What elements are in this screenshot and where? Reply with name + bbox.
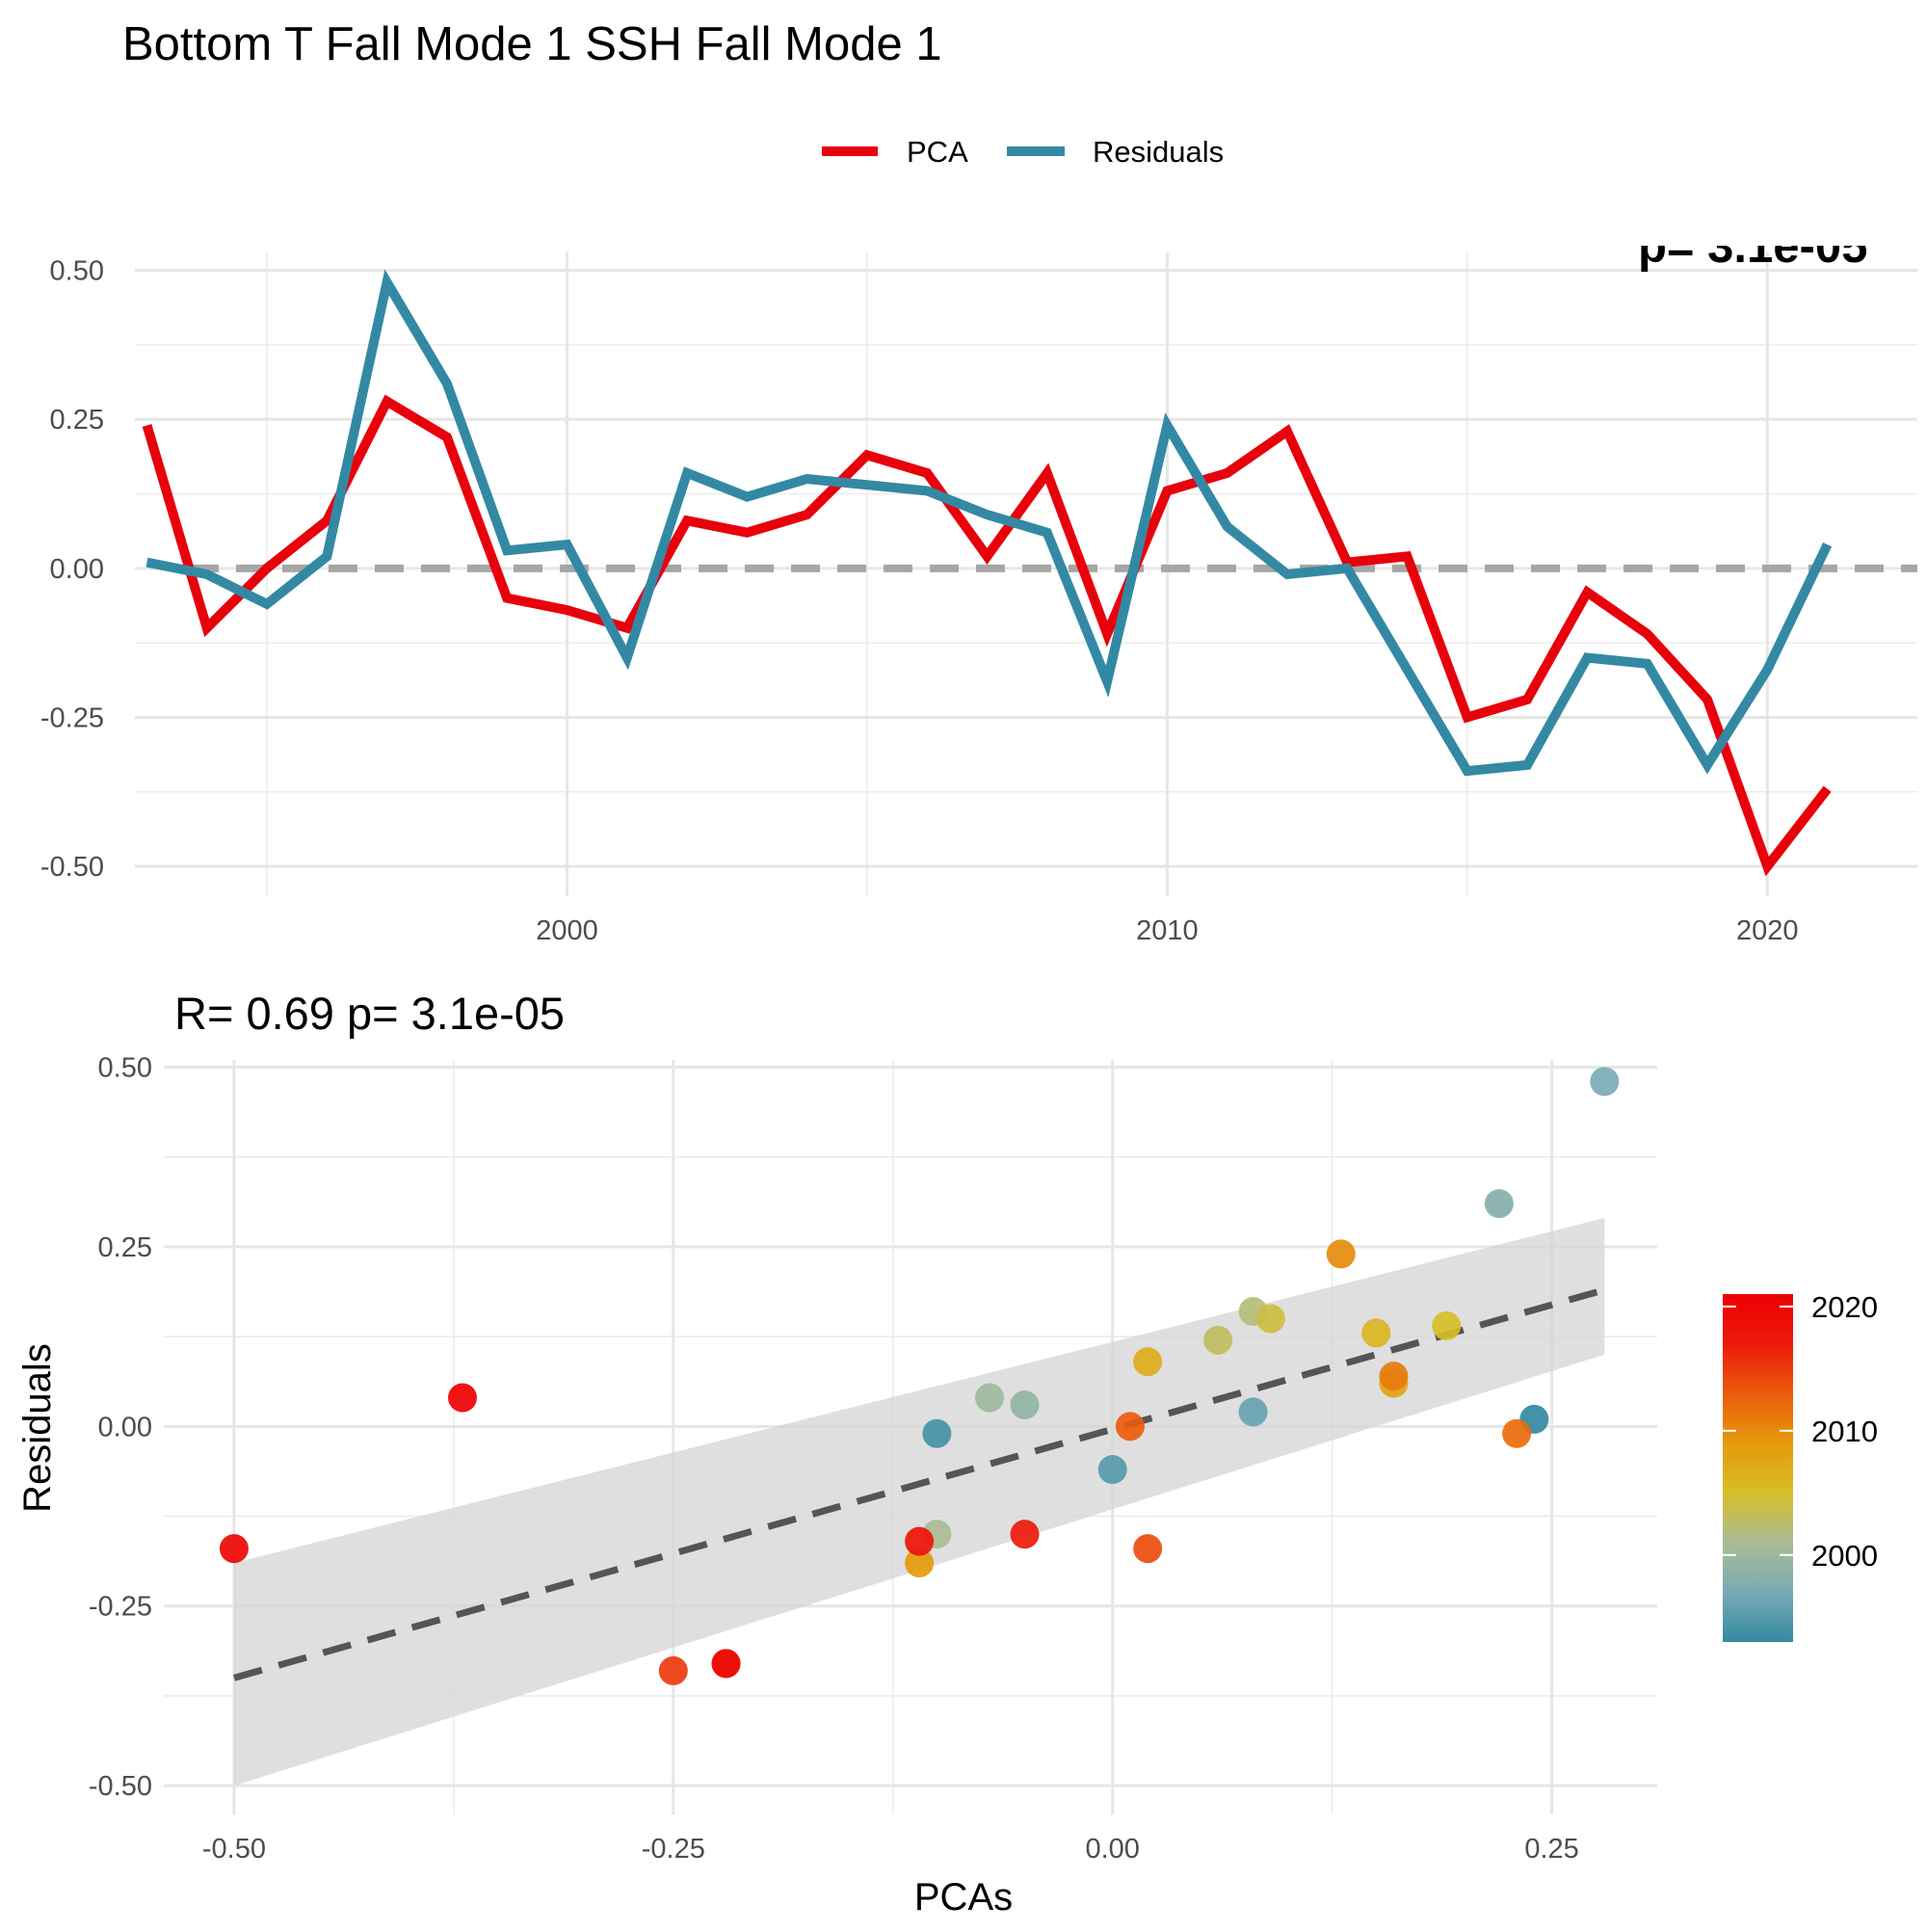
y-tick-label: -0.25 — [40, 702, 104, 733]
scatter-axes: 0.50 0.25 0.00 -0.25 -0.50 -0.50 -0.25 0.00 0.25 — [89, 1052, 1579, 1865]
legend-label-pca: PCA — [907, 135, 968, 169]
y-tick-label: 0.25 — [50, 405, 104, 436]
scatter-point — [1432, 1310, 1462, 1340]
scatter-panel: R= 0.69 p= 3.1e-05 0.50 0.25 0.00 -0.25 -0.5… — [16, 988, 1657, 1919]
y-axis-title: Residuals — [16, 1343, 59, 1513]
timeseries-gridlines — [135, 252, 1917, 896]
series-line-pca — [142, 394, 1832, 877]
y-tick-label: 0.50 — [50, 256, 104, 287]
scatter-point — [1203, 1325, 1233, 1355]
scatter-point — [219, 1534, 249, 1564]
colorbar-label: 2010 — [1811, 1415, 1878, 1448]
scatter-title: R= 0.69 p= 3.1e-05 — [174, 988, 565, 1039]
legend: PCA Residuals — [822, 135, 1224, 169]
colorbar-label: 2020 — [1811, 1290, 1878, 1324]
x-tick-label: -0.25 — [642, 1834, 705, 1865]
scatter-point — [1133, 1347, 1163, 1377]
scatter-point — [658, 1655, 688, 1685]
colorbar-gradient — [1723, 1294, 1793, 1642]
x-tick-label: 0.25 — [1524, 1834, 1578, 1865]
scatter-point — [1502, 1418, 1532, 1448]
clipped-annotation: p= 3.1e-05 — [1638, 221, 1867, 273]
scatter-point — [1115, 1412, 1145, 1442]
scatter-point — [1255, 1304, 1285, 1334]
colorbar: 2020 2010 2000 — [1723, 1290, 1878, 1642]
x-tick-label: 2010 — [1136, 915, 1199, 946]
scatter-point — [1133, 1534, 1163, 1564]
y-tick-label: -0.50 — [89, 1771, 152, 1802]
scatter-point — [1379, 1362, 1409, 1391]
scatter-point — [1010, 1520, 1040, 1549]
figure-title: Bottom T Fall Mode 1 SSH Fall Mode 1 — [122, 18, 942, 70]
timeseries-axes: 0.50 0.25 0.00 -0.25 -0.50 2000 2010 2020 — [40, 256, 1799, 946]
scatter-points — [219, 1067, 1620, 1685]
y-tick-label: 0.00 — [98, 1412, 152, 1442]
x-tick-label: 0.00 — [1085, 1834, 1139, 1865]
y-tick-label: -0.25 — [89, 1592, 152, 1623]
scatter-point — [905, 1548, 935, 1577]
y-tick-label: -0.50 — [40, 852, 104, 883]
scatter-point — [1326, 1239, 1356, 1269]
scatter-point — [448, 1383, 477, 1413]
legend-label-residuals: Residuals — [1093, 135, 1224, 169]
scatter-point — [1361, 1318, 1391, 1348]
timeseries-panel: 0.50 0.25 0.00 -0.25 -0.50 2000 2010 2020 p= 3.… — [40, 221, 1917, 946]
regression-line — [232, 1286, 1606, 1681]
x-axis-title: PCAs — [914, 1876, 1013, 1919]
y-tick-label: 0.50 — [98, 1052, 152, 1083]
series-line-residuals — [145, 269, 1833, 777]
x-tick-label: 2020 — [1736, 915, 1799, 946]
scatter-point — [1010, 1389, 1040, 1419]
scatter-point — [975, 1383, 1005, 1413]
x-tick-label: 2000 — [536, 915, 598, 946]
y-tick-label: 0.25 — [98, 1232, 152, 1263]
scatter-point — [711, 1649, 741, 1679]
x-tick-label: -0.50 — [202, 1834, 266, 1865]
colorbar-ticks: 2020 2010 2000 — [1723, 1290, 1878, 1573]
scatter-point — [1590, 1067, 1620, 1097]
confidence-band — [233, 1218, 1605, 1786]
timeseries-series — [142, 269, 1833, 877]
scatter-point — [905, 1526, 935, 1556]
scatter-point — [1238, 1397, 1268, 1427]
colorbar-label: 2000 — [1811, 1539, 1878, 1573]
y-tick-label: 0.00 — [50, 554, 104, 585]
scatter-point — [1484, 1189, 1514, 1219]
scatter-point — [1097, 1455, 1127, 1485]
scatter-point — [922, 1418, 952, 1448]
